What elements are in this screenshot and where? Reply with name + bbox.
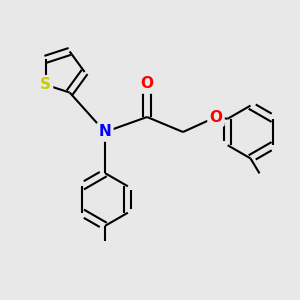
Text: O: O [209, 110, 223, 124]
Text: O: O [140, 76, 154, 92]
Text: S: S [40, 77, 51, 92]
Text: N: N [99, 124, 111, 140]
